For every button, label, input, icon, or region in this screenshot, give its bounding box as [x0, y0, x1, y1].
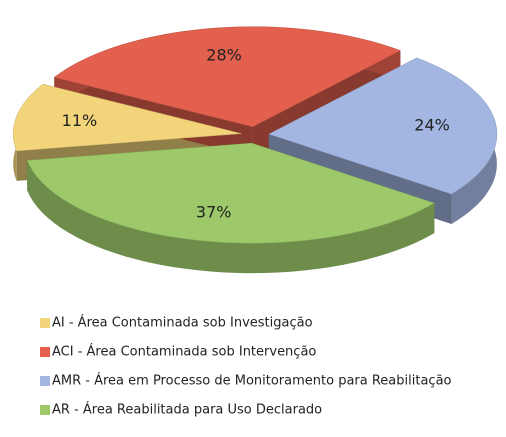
legend-label: AMR - Área em Processo de Monitoramento … [52, 373, 452, 389]
legend-swatch [40, 376, 50, 386]
slice [268, 57, 498, 195]
legend-label: AR - Área Reabilitada para Uso Declarado [52, 402, 322, 418]
slice-side [27, 160, 435, 274]
slice [26, 142, 435, 244]
data-label: 11% [62, 111, 98, 130]
legend-swatch [40, 318, 50, 328]
legend-label: ACI - Área Contaminada sob Intervenção [52, 344, 316, 360]
data-label: 28% [206, 45, 242, 64]
legend-swatch [40, 405, 50, 415]
data-label: 37% [196, 203, 232, 222]
slice [12, 83, 242, 152]
legend-label: AI - Área Contaminada sob Investigação [52, 315, 313, 331]
data-label: 24% [414, 116, 450, 135]
slice [53, 26, 401, 127]
legend-swatch [40, 347, 50, 357]
